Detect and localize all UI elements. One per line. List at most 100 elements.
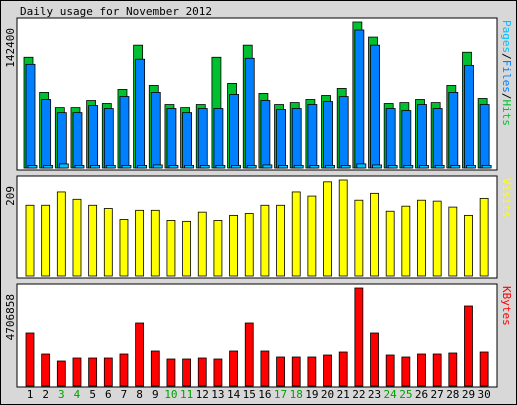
x-tick-label: 3 [58,388,65,401]
bar [262,164,273,169]
bar [213,358,223,387]
bar [291,191,301,277]
bar [479,104,490,169]
legend-entry: Files [500,60,513,93]
x-tick-label: 23 [368,388,381,401]
bar [166,220,176,277]
bar [417,199,426,277]
bar [340,165,351,169]
legend-entry: Visits [500,178,513,218]
bar [229,214,238,277]
bar [150,350,160,387]
x-tick-label: 27 [431,388,444,401]
bar [150,92,161,169]
bar [278,165,288,169]
bar [464,64,474,169]
bar [260,350,270,387]
bar [137,165,148,169]
bar [401,356,411,387]
bar [354,29,365,169]
bar [450,165,461,169]
y-tick-label: 142400 [4,28,17,68]
bar [166,108,177,169]
bar [213,220,223,277]
bar [105,165,116,169]
bar [479,351,489,387]
bar [58,163,69,169]
bar [244,57,255,169]
bar [276,356,285,387]
bar [25,332,35,387]
bar [309,165,320,169]
bar [168,165,179,169]
x-tick-label: 16 [258,388,271,401]
bar [90,165,101,169]
legend: Visits [500,178,513,218]
legend-entry: KBytes [500,286,513,326]
bar [182,112,193,169]
x-tick-label: 28 [446,388,459,401]
x-tick-label: 19 [305,388,318,401]
bar [356,163,367,169]
bar [466,165,476,169]
bar [56,112,67,169]
bar [103,108,114,169]
bar [464,214,473,277]
bar [417,104,427,169]
bar [119,219,129,277]
x-tick-label: 18 [290,388,303,401]
bar [401,205,411,277]
bar [401,110,412,169]
x-tick-label: 14 [227,388,241,401]
bar [88,204,98,277]
bar [56,360,66,387]
bar [229,350,238,387]
x-tick-label: 5 [89,388,96,401]
x-tick-label: 8 [136,388,143,401]
x-tick-label: 6 [105,388,112,401]
bar [244,322,254,387]
bar [338,96,349,169]
bar [56,191,66,277]
x-tick-label: 15 [243,388,256,401]
bar [293,165,304,169]
bar [323,101,333,169]
bar [72,112,83,169]
bar [448,352,458,387]
bar [385,108,396,169]
bar [291,108,302,169]
bar [88,105,99,169]
x-tick-label: 10 [164,388,177,401]
bar [260,204,270,277]
bar [74,165,85,169]
bar [434,165,445,169]
bar [372,164,382,169]
legend-entry: Pages [500,20,513,53]
bar [419,165,429,169]
bar [448,206,458,277]
bar [215,165,226,169]
y-tick-label: 4706858 [4,294,17,340]
bar [72,198,82,277]
legend-separator: / [500,53,513,60]
x-tick-label: 29 [462,388,475,401]
bar [182,220,192,277]
legend-separator: / [500,93,513,100]
bar [231,165,241,169]
bar [88,357,98,387]
x-tick-label: 26 [415,388,428,401]
bar [464,305,473,387]
x-tick-label: 1 [27,388,34,401]
bar [103,208,113,277]
bar [213,108,224,169]
bar [121,165,132,169]
bar [152,164,163,169]
bar [432,353,442,387]
bar [135,209,145,277]
x-tick-label: 11 [180,388,193,401]
bar [432,108,443,169]
bar [385,210,395,277]
x-tick-label: 7 [121,388,128,401]
bar [387,165,398,169]
